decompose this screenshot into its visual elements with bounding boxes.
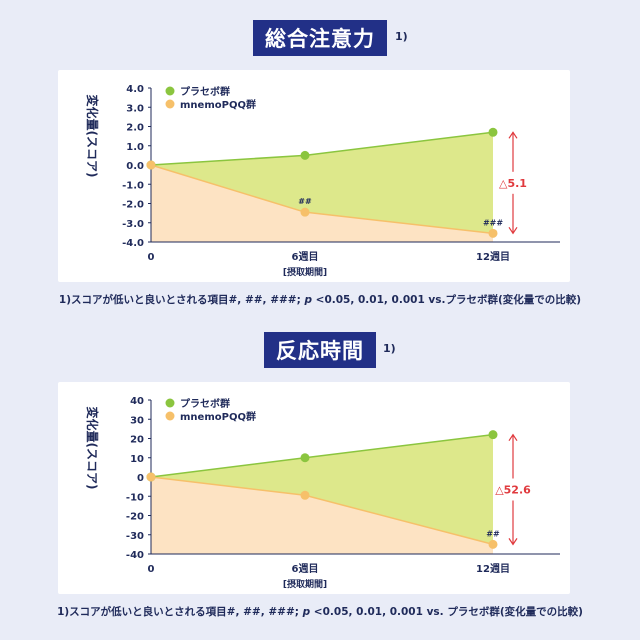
chart1-legend-placebo-marker (165, 86, 175, 96)
chart2-legend-placebo-label: プラセボ群 (180, 397, 230, 410)
chart2-legend-placebo-marker (165, 398, 175, 408)
chart2-pqq-point (146, 472, 156, 482)
chart1-placebo-point (488, 127, 498, 137)
chart1-legend-placebo-label: プラセボ群 (180, 85, 230, 98)
chart2-title-note: 1) (383, 342, 396, 355)
chart2-pqq-point (300, 490, 310, 500)
chart2-ytick-label: 20 (130, 435, 144, 446)
chart1-pqq-point (146, 160, 156, 170)
chart2-footnote: 1)スコアが低いと良いとされる項目#, ##, ###; p <0.05, 0.… (0, 604, 640, 619)
chart1-x-axis-label: [摂取期間] (283, 266, 327, 278)
chart2-diff-arrow-head-up (508, 433, 518, 441)
chart1-ytick-label: -1.0 (122, 180, 144, 191)
chart2-ytick-label: 30 (130, 415, 144, 426)
chart2-footnote-text2: <0.05, 0.01, 0.001 vs. プラセボ群(変化量での比較) (310, 606, 583, 618)
chart1-title-note: 1) (395, 30, 408, 43)
chart2-ytick-label: -20 (126, 512, 144, 523)
chart2-legend-pqq-marker (165, 411, 175, 421)
chart1-pqq-point (488, 228, 498, 238)
chart2-ytick-label: 10 (130, 454, 144, 465)
chart2-ytick-label: -30 (126, 531, 144, 542)
chart1-ytick-label: -2.0 (122, 200, 144, 211)
chart2-legend-pqq-label: mnemoPQQ群 (180, 410, 256, 423)
chart1-title: 総合注意力 (253, 20, 387, 56)
chart2-placebo-area (151, 434, 493, 545)
chart1-ytick-label: 2.0 (126, 123, 144, 134)
chart1-placebo-point (300, 150, 310, 160)
chart2-ytick-label: -40 (126, 550, 144, 561)
chart2-y-axis-label: 変化量(スコア) (85, 407, 100, 490)
chart1-pqq-point (300, 207, 310, 217)
chart1-y-axis-label: 変化量(スコア) (85, 95, 100, 178)
chart1-footnote-text1: 1)スコアが低いと良いとされる項目#, ##, ###; (58, 294, 305, 306)
chart2-title: 反応時間 (264, 332, 376, 368)
chart2-placebo-point (488, 430, 498, 440)
chart2-ytick-label: 40 (130, 396, 144, 407)
chart2-significance-label: ## (486, 529, 500, 538)
chart1-footnote: 1)スコアが低いと良いとされる項目#, ##, ###; p <0.05, 0.… (0, 292, 640, 307)
chart2-ytick-label: 0 (137, 473, 144, 484)
chart2-diff-label: △52.6 (495, 484, 531, 497)
chart1-diff-label: △5.1 (499, 177, 527, 190)
chart1-legend-pqq-marker (165, 99, 175, 109)
chart2-ytick-label: -10 (126, 492, 144, 503)
chart1-diff-arrow-head-down (508, 227, 518, 235)
chart1-diff-arrow-head-up (508, 131, 518, 139)
chart2-title-wrap: 反応時間 (0, 332, 640, 368)
chart2-pqq-area (151, 477, 493, 554)
chart1-ytick-label: -4.0 (122, 238, 144, 249)
chart2-xtick-label: 6週目 (292, 563, 319, 575)
chart1-legend-pqq-label: mnemoPQQ群 (180, 98, 256, 111)
chart1-significance-label: ### (483, 218, 503, 227)
chart2-placebo-point (300, 453, 310, 463)
chart1-ytick-label: 0.0 (126, 161, 144, 172)
chart1-footnote-p: p (304, 294, 312, 306)
chart2-footnote-text1: 1)スコアが低いと良いとされる項目#, ##, ###; (57, 606, 303, 618)
chart2-xtick-label: 0 (148, 564, 155, 575)
chart1-placebo-area (151, 132, 493, 234)
chart2-diff-arrow-head-down (508, 538, 518, 546)
chart1-xtick-label: 12週目 (476, 251, 510, 263)
chart1-title-wrap: 総合注意力 (0, 20, 640, 56)
chart1-ytick-label: 3.0 (126, 103, 144, 114)
chart1-ytick-label: -3.0 (122, 219, 144, 230)
chart2-footnote-p: p (302, 606, 311, 618)
chart1-footnote-text2: <0.05, 0.01, 0.001 vs.プラセボ群(変化量での比較) (311, 294, 582, 306)
chart2-x-axis-label: [摂取期間] (283, 578, 327, 590)
chart2-pqq-point (488, 539, 498, 549)
chart2-xtick-label: 12週目 (476, 563, 510, 575)
chart1-ytick-label: 4.0 (126, 84, 144, 95)
chart1-xtick-label: 6週目 (292, 251, 319, 263)
chart1-ytick-label: 1.0 (126, 142, 144, 153)
chart1-pqq-area (151, 165, 493, 242)
chart1-significance-label: ## (298, 197, 312, 206)
chart1-xtick-label: 0 (148, 252, 155, 263)
